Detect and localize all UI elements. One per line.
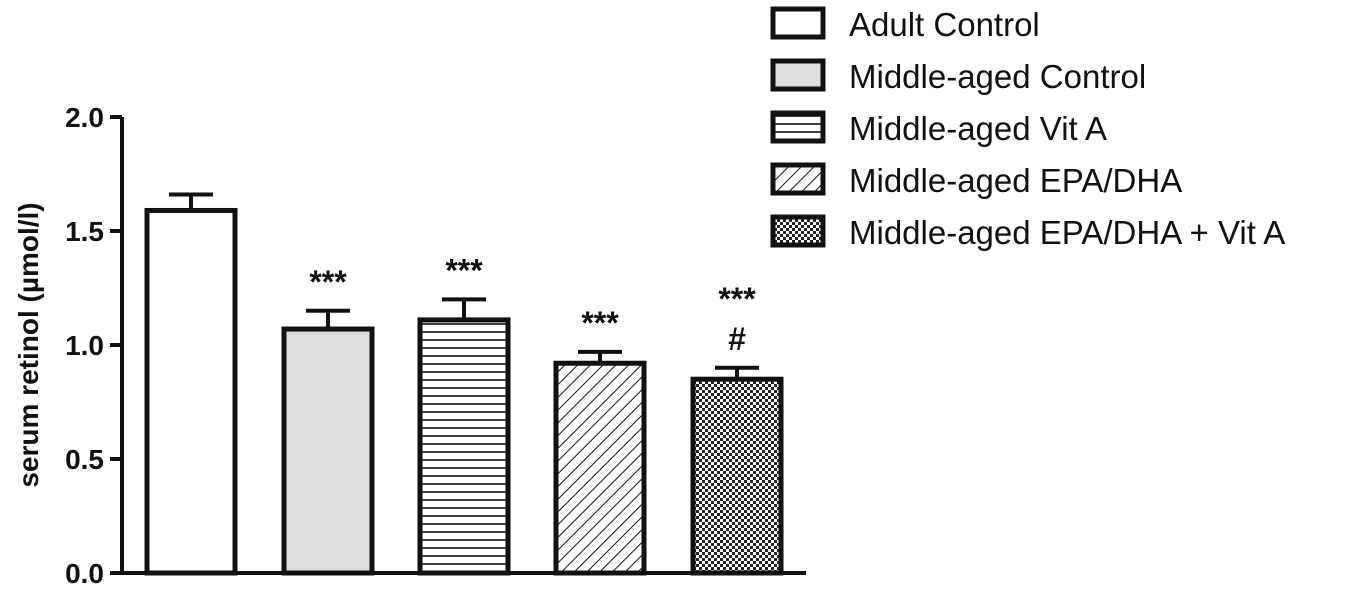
significance-label: *** — [309, 264, 347, 300]
bar — [417, 317, 511, 576]
legend-label: Middle-aged Vit A — [849, 110, 1107, 147]
legend-label: Middle-aged Control — [849, 58, 1146, 95]
y-tick-label: 2.0 — [65, 102, 104, 133]
significance-label: *** — [581, 305, 619, 341]
bar — [690, 376, 784, 576]
significance-label: *** — [445, 252, 483, 288]
legend-swatch — [770, 6, 826, 40]
y-tick-label: 0.5 — [65, 444, 104, 475]
legend-label: Adult Control — [849, 6, 1040, 43]
bar — [281, 326, 375, 576]
y-axis-label: serum retinol (µmol/l) — [13, 202, 44, 487]
significance-label: # — [728, 321, 746, 357]
y-tick-label: 1.5 — [65, 216, 104, 247]
legend-swatch — [770, 162, 826, 196]
y-tick-label: 1.0 — [65, 330, 104, 361]
legend-label: Middle-aged EPA/DHA — [849, 162, 1182, 199]
bar — [553, 360, 647, 576]
significance-label: *** — [718, 281, 756, 317]
legend-swatch — [770, 110, 826, 144]
legend-label: Middle-aged EPA/DHA + Vit A — [849, 214, 1285, 251]
legend: Adult Control Middle-aged Control Middle-a… — [770, 6, 1285, 251]
bar — [144, 207, 238, 576]
legend-swatch — [770, 58, 826, 92]
y-tick-label: 0.0 — [65, 558, 104, 589]
bars-group: *** *** *** *** # — [144, 192, 784, 576]
legend-swatch — [770, 214, 826, 248]
